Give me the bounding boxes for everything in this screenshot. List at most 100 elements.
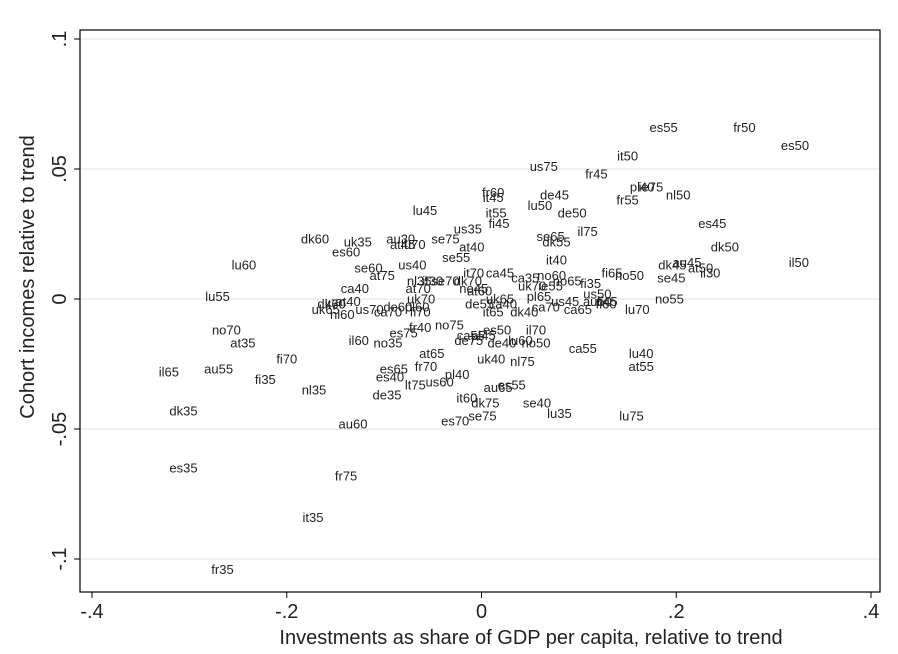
point-label: it40 (546, 253, 567, 268)
point-label: at40 (335, 294, 360, 309)
point-label: it60 (325, 297, 346, 312)
point-label: es40 (376, 370, 404, 385)
point-label: uk35 (344, 234, 372, 249)
point-label: it65 (483, 305, 504, 320)
point-label: au30 (386, 232, 415, 247)
point-label: se55 (442, 250, 470, 265)
point-label: fi35 (580, 276, 601, 291)
point-label: at45 (390, 237, 415, 252)
point-label: lu50 (528, 198, 553, 213)
x-axis: -.4 -.2 0 .2 .4 (80, 592, 879, 623)
point-label: es70 (441, 414, 469, 429)
gridlines (81, 38, 879, 560)
point-label: fi70 (276, 351, 297, 366)
point-label: nl75 (510, 354, 535, 369)
point-label: at55 (629, 359, 654, 374)
point-label: de55 (465, 297, 494, 312)
point-label: us70 (355, 302, 383, 317)
point-label: no60 (537, 268, 566, 283)
y-tick-label: -.05 (49, 412, 71, 446)
point-label: us50 (583, 286, 611, 301)
point-label: se75 (431, 232, 459, 247)
point-label: dk75 (471, 396, 499, 411)
point-label: no75 (435, 318, 464, 333)
point-label: au60 (339, 416, 368, 431)
y-axis-title: Cohort incomes relative to trend (17, 135, 39, 418)
point-label: fi70 (410, 305, 431, 320)
point-label: se70 (431, 273, 459, 288)
point-label: lu60 (508, 333, 533, 348)
x-tick-label: -.4 (80, 601, 103, 623)
point-label: ca55 (457, 328, 485, 343)
point-label: uk65 (486, 292, 514, 307)
point-label: fr50 (733, 120, 755, 135)
point-label: at70 (406, 281, 431, 296)
point-label: no50 (615, 268, 644, 283)
point-label: ca70 (374, 305, 402, 320)
point-label: au55 (204, 362, 233, 377)
point-label: no55 (655, 292, 684, 307)
point-label: il50 (789, 255, 809, 270)
point-label: se40 (523, 396, 551, 411)
point-label: at60 (467, 284, 492, 299)
point-label: se45 (657, 271, 685, 286)
point-label: pl40 (630, 180, 655, 195)
point-label: at75 (370, 268, 395, 283)
point-label: de35 (373, 388, 402, 403)
point-label: se60 (354, 260, 382, 275)
point-label: uk40 (477, 351, 505, 366)
plot-frame (79, 29, 881, 593)
point-label: ca40 (341, 281, 369, 296)
point-label: au65 (484, 380, 513, 395)
point-label: il65 (159, 364, 179, 379)
point-label: pl60 (405, 299, 430, 314)
point-label: fi45 (489, 216, 510, 231)
point-label: pl65 (527, 289, 552, 304)
point-label: at65 (419, 346, 444, 361)
point-label: no45 (459, 281, 488, 296)
point-label: il30 (700, 266, 720, 281)
point-label: fi35 (255, 372, 276, 387)
point-label: de75 (454, 333, 483, 348)
point-label: no50 (522, 336, 551, 351)
point-label: pl45 (471, 328, 496, 343)
point-label: uk70 (407, 292, 435, 307)
point-label: pl40 (445, 367, 470, 382)
point-label: lu70 (401, 237, 426, 252)
point-label: il60 (349, 333, 369, 348)
point-label: lt75 (405, 377, 426, 392)
point-label: de60 (383, 299, 412, 314)
point-label: se65 (536, 229, 564, 244)
point-label: lu55 (205, 289, 230, 304)
point-label: dk70 (317, 297, 345, 312)
point-label: es75 (389, 325, 417, 340)
point-label: uk65 (312, 302, 340, 317)
point-label: lu75 (619, 409, 644, 424)
point-label: ca65 (564, 302, 592, 317)
point-label: it45 (483, 190, 504, 205)
point-label: nl50 (666, 188, 691, 203)
x-axis-title: Investments as share of GDP per capita, … (279, 627, 782, 649)
point-label: de40 (487, 336, 516, 351)
point-label: dk35 (169, 403, 197, 418)
point-label: lu40 (629, 346, 654, 361)
point-label: de45 (540, 188, 569, 203)
point-label: fr60 (482, 185, 504, 200)
point-label: fr40 (409, 320, 431, 335)
x-tick-label: .2 (668, 601, 685, 623)
point-label: lu70 (625, 302, 650, 317)
point-label: dk45 (658, 258, 686, 273)
point-label: ie75 (639, 180, 664, 195)
y-tick-label: .05 (49, 155, 71, 183)
point-label: lu45 (413, 203, 438, 218)
point-label: nl35 (407, 273, 432, 288)
point-label: es65 (380, 362, 408, 377)
point-label: es45 (698, 216, 726, 231)
point-label: il75 (577, 224, 597, 239)
point-label: us45 (551, 294, 579, 309)
point-label: es55 (649, 120, 677, 135)
point-label: fr35 (211, 562, 233, 577)
point-label: dk60 (301, 232, 329, 247)
point-label: ca55 (569, 341, 597, 356)
